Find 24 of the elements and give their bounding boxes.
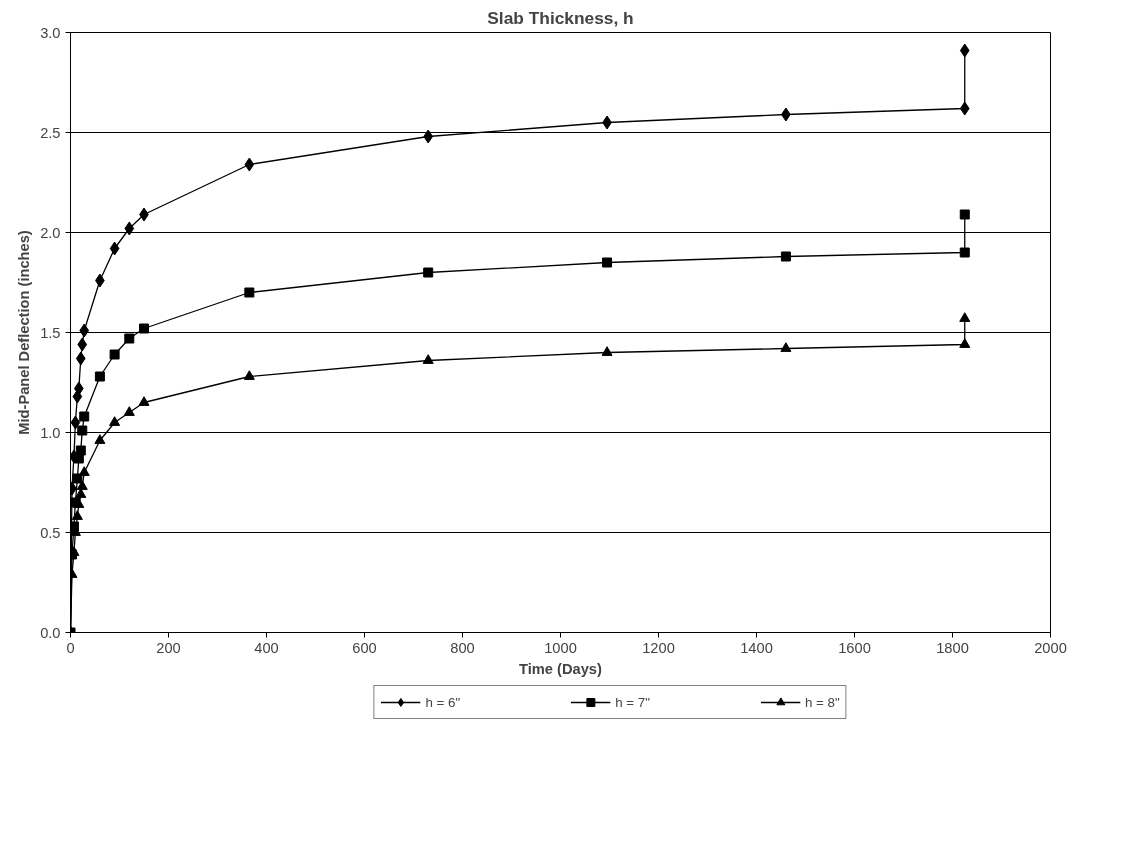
- y-tick-label: 1.5: [40, 324, 61, 341]
- y-tick-label: 0.5: [40, 524, 61, 541]
- x-tick-label: 600: [352, 639, 377, 656]
- legend-label: h = 8": [804, 694, 840, 710]
- x-tick-label: 400: [254, 639, 279, 656]
- legend-label: h = 7": [615, 694, 650, 710]
- y-tick-label: 2.0: [40, 224, 61, 241]
- y-tick-label: 1.0: [40, 424, 61, 441]
- x-tick-label: 2000: [1034, 639, 1067, 656]
- x-tick-label: 1800: [936, 639, 969, 656]
- y-tick-label: 3.0: [40, 24, 61, 41]
- x-tick-label: 200: [156, 639, 181, 656]
- x-tick-label: 1200: [642, 639, 675, 656]
- y-axis-title: Mid-Panel Deflection (inches): [16, 230, 33, 435]
- x-tick-label: 1600: [838, 639, 871, 656]
- y-tick-label: 0.0: [40, 624, 61, 641]
- legend-label: h = 6": [425, 694, 461, 710]
- x-tick-label: 1400: [740, 639, 773, 656]
- y-tick-label: 2.5: [40, 124, 61, 141]
- chart-title: Slab Thickness, h: [487, 7, 634, 28]
- x-tick-label: 1000: [544, 639, 577, 656]
- x-tick-label: 800: [450, 639, 475, 656]
- x-axis-title: Time (Days): [519, 660, 603, 677]
- x-tick-label: 0: [66, 639, 75, 656]
